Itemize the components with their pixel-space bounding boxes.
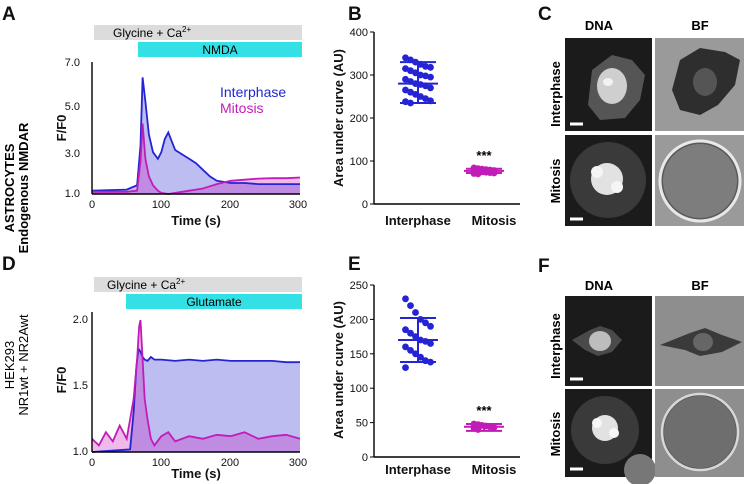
data-point	[427, 63, 434, 71]
panel-b-significance: ***	[476, 148, 492, 163]
panel-e-xcat-interphase: Interphase	[385, 462, 451, 477]
series-line-mitosis	[91, 319, 301, 448]
panel-a-xtick: 300	[289, 199, 307, 211]
panel-letter-e: E	[348, 254, 361, 275]
panel-letter-f: F	[538, 256, 550, 277]
data-point	[412, 309, 419, 316]
panel-a-ytick: 5.0	[65, 101, 80, 113]
panel-b-chart: 0 100 200 300 400 Area under curve (AU) Inte…	[331, 27, 520, 228]
panel-c-row-mitosis: Mitosis	[548, 159, 563, 204]
panel-d-xtick: 200	[221, 457, 239, 469]
panel-f-col-dna: DNA	[585, 278, 614, 293]
ytick: 0	[362, 452, 368, 464]
data-point	[427, 322, 434, 330]
panel-a-chart: 1.0 3.0 5.0 7.0 0 100 200 300 Time (s) F…	[54, 57, 307, 228]
ytick: 300	[350, 70, 368, 82]
panel-a-glycine-label: Glycine + Ca2+	[113, 25, 191, 40]
panel-letter-b: B	[348, 4, 362, 25]
row1-label-cell-type: ASTROCYTES	[2, 143, 17, 232]
data-point	[407, 329, 414, 337]
panel-d-xlabel: Time (s)	[171, 466, 221, 481]
panel-d-ytick: 1.0	[73, 446, 88, 458]
ytick: 100	[350, 383, 368, 395]
panel-c-dna-mitosis-image	[565, 135, 652, 226]
panel-d-xtick: 300	[289, 457, 307, 469]
panel-c-bf-mitosis-image	[655, 135, 744, 226]
series-area-interphase	[92, 77, 300, 194]
panel-letter-c: C	[538, 4, 552, 25]
panel-d-glycine-bar	[94, 277, 302, 292]
data-point	[402, 364, 409, 371]
data-point	[402, 343, 409, 351]
panel-b-xcat-mitosis: Mitosis	[472, 213, 517, 228]
ytick: 0	[362, 199, 368, 211]
ytick: 150	[350, 349, 368, 361]
panel-d-xtick: 100	[152, 457, 170, 469]
data-point	[402, 326, 409, 334]
panel-a-ytick: 7.0	[65, 57, 80, 69]
panel-c-col-dna: DNA	[585, 18, 614, 33]
panel-f-row-mitosis: Mitosis	[548, 412, 563, 457]
panel-c-row-interphase: Interphase	[548, 61, 563, 127]
data-point	[402, 295, 409, 303]
panel-a-ylabel: F/F0	[54, 115, 69, 142]
row1-label-receptor: Endogenous NMDAR	[16, 122, 31, 253]
panel-a-nmda-bar	[138, 42, 302, 57]
panel-a-glycine-bar	[94, 25, 302, 40]
panel-a-nmda-label: NMDA	[202, 43, 237, 57]
series-line-mitosis	[92, 123, 301, 195]
panel-b-xcat-interphase: Interphase	[385, 213, 451, 228]
series-area-mitosis	[92, 320, 300, 452]
data-point	[427, 84, 434, 92]
data-point	[407, 302, 414, 309]
series-area-mitosis	[92, 123, 300, 194]
ytick: 50	[356, 418, 368, 430]
data-point	[407, 347, 414, 354]
panel-a-legend-mitosis: Mitosis	[220, 100, 264, 116]
panel-e-chart: 0 50 100 150 200 250 Area under curve (AU) In…	[331, 280, 520, 477]
data-point	[427, 73, 434, 81]
panel-e-xcat-mitosis: Mitosis	[472, 462, 517, 477]
panel-f-dna-mitosis-image	[565, 389, 656, 484]
panel-c-col-bf: BF	[691, 18, 708, 33]
panel-a-ytick: 1.0	[65, 188, 80, 200]
series-line-interphase	[91, 77, 300, 192]
panel-f-bf-interphase-image	[655, 296, 744, 386]
data-point	[427, 340, 434, 347]
panel-d-glutamate-bar	[126, 294, 302, 309]
panel-e-ylabel: Area under curve (AU)	[331, 301, 346, 439]
panel-d-chart: 1.0 1.5 2.0 0 100 200 300 Time (s) F/F0	[54, 312, 307, 481]
panel-c-bf-interphase-image	[655, 38, 744, 131]
panel-b-ylabel: Area under curve (AU)	[331, 49, 346, 187]
row2-label-receptor: NR1wt + NR2Awt	[16, 314, 31, 416]
row2-label-cell-line: HEK293	[2, 341, 17, 389]
panel-d-glycine-label: Glycine + Ca2+	[107, 277, 185, 292]
panel-f-dna-interphase-image	[565, 296, 652, 386]
panel-d-glutamate-label: Glutamate	[186, 295, 242, 309]
panel-a-xtick: 0	[89, 199, 95, 211]
panel-d-xtick: 0	[89, 457, 95, 469]
panel-f-row-interphase: Interphase	[548, 313, 563, 379]
panel-a-legend-interphase: Interphase	[220, 84, 286, 100]
ytick: 400	[350, 27, 368, 39]
panel-c-dna-interphase-image	[565, 38, 652, 131]
panel-letter-a: A	[2, 4, 16, 25]
panel-letter-d: D	[2, 254, 16, 275]
data-point	[422, 319, 429, 327]
panel-d-ytick: 1.5	[73, 380, 88, 392]
panel-a-ytick: 3.0	[65, 148, 80, 160]
ytick: 250	[350, 280, 368, 292]
panel-a-xtick: 200	[221, 199, 239, 211]
panel-e-significance: ***	[476, 403, 492, 418]
ytick: 200	[350, 314, 368, 326]
panel-a-xlabel: Time (s)	[171, 213, 221, 228]
panel-d-ylabel: F/F0	[54, 367, 69, 394]
panel-f-col-bf: BF	[691, 278, 708, 293]
panel-d-ytick: 2.0	[73, 314, 88, 326]
ytick: 200	[350, 113, 368, 125]
ytick: 100	[350, 156, 368, 168]
panel-f-bf-mitosis-image	[655, 389, 744, 477]
panel-a-xtick: 100	[152, 199, 170, 211]
